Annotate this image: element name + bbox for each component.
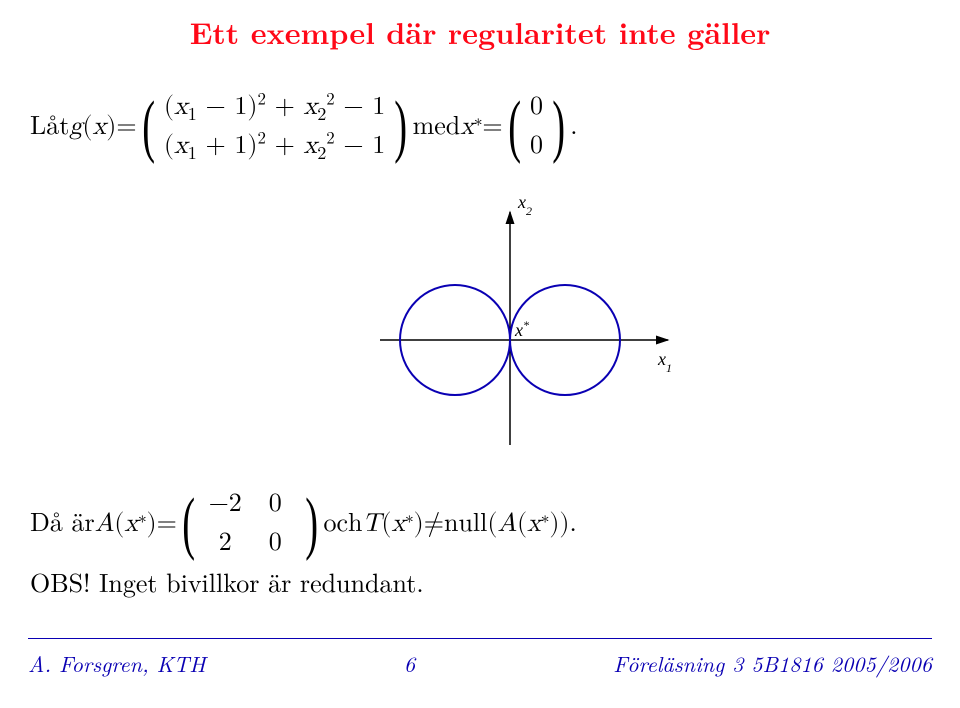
paren-l3: (: [487, 509, 497, 540]
footer-right: Föreläsning 3 5B1816 2005/2006: [613, 648, 932, 679]
equation-A: Då är A ( x* ) = ( −2 2 0 0 ) och T ( x*…: [30, 485, 577, 563]
text-lat: Låt: [30, 112, 69, 143]
a11: −2: [200, 485, 250, 524]
a21: 2: [200, 524, 250, 563]
eq-sign-2: =: [482, 112, 502, 143]
sym-g: g: [69, 112, 82, 143]
mat-col2: 0 0: [250, 485, 300, 563]
sym-xstar: x: [460, 112, 474, 143]
obs-text: OBS! Inget bivillkor är redundant.: [30, 563, 424, 600]
footer-rule: [28, 638, 932, 639]
sym-x: x: [93, 112, 107, 143]
text-och: och: [324, 509, 363, 540]
eq-sign: =: [157, 509, 177, 540]
circles-diagram: x2 x1 x*: [380, 190, 680, 450]
paren-l: (: [82, 112, 92, 143]
paren-r3: )): [549, 509, 569, 540]
diagram-svg: x2 x1 x*: [380, 190, 680, 450]
sym-T: T: [363, 509, 382, 540]
xstar-column: 0 0: [526, 88, 547, 166]
a12: 0: [250, 485, 300, 524]
v1: 0: [526, 88, 547, 127]
null-text: null: [444, 509, 487, 540]
a22: 0: [250, 524, 300, 563]
slide-page: Ett exempel där regularitet inte gäller …: [0, 0, 960, 708]
sym-x: x: [124, 509, 138, 540]
neq-sign: ≠: [424, 509, 444, 540]
footer: A. Forsgren, KTH 6 Föreläsning 3 5B1816 …: [28, 648, 932, 679]
sym-x3: x: [527, 509, 541, 540]
paren-l2: (: [381, 509, 391, 540]
paren-l: (: [114, 509, 124, 540]
big-paren-l: (: [182, 489, 195, 559]
big-paren-l2: (: [508, 92, 521, 162]
v2: 0: [526, 127, 547, 166]
g-column: (x1 − 1)2 + x22 − 1 (x1 + 1)2 + x22 − 1: [160, 88, 389, 166]
x2-label: x2: [517, 192, 532, 218]
slide-title: Ett exempel där regularitet inte gäller: [0, 0, 960, 53]
paren-l4: (: [517, 509, 527, 540]
text-med: med: [413, 112, 461, 143]
period: .: [570, 112, 577, 143]
big-paren-r: ): [394, 92, 407, 162]
sym-x2: x: [391, 509, 405, 540]
xstar-label: x*: [514, 318, 529, 340]
paren-r: ): [147, 509, 157, 540]
footer-left: A. Forsgren, KTH: [28, 648, 206, 679]
period2: .: [570, 509, 577, 540]
sym-A: A: [95, 509, 115, 540]
text-da: Då är: [30, 509, 95, 540]
big-paren-r2: ): [552, 92, 565, 162]
paren-r: ): [106, 112, 116, 143]
big-paren-r: ): [305, 489, 318, 559]
footer-mid: 6: [404, 648, 415, 679]
mat-col1: −2 2: [200, 485, 250, 563]
sym-A2: A: [497, 509, 517, 540]
big-paren-l: (: [142, 92, 155, 162]
paren-r2: ): [414, 509, 424, 540]
equation-g: Låt g ( x ) = ( (x1 − 1)2 + x22 − 1 (x1 …: [30, 88, 578, 166]
eq-sign: =: [116, 112, 136, 143]
x1-label: x1: [657, 349, 672, 375]
